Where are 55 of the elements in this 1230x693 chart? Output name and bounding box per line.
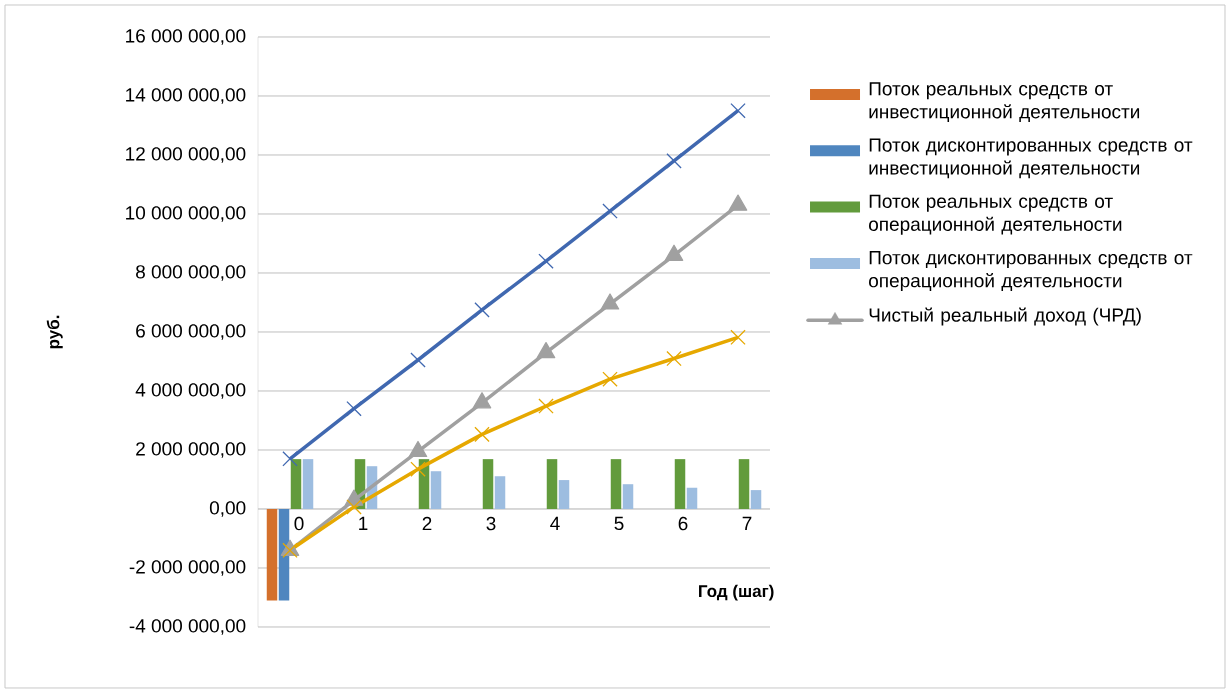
x-tick-label: 0: [294, 516, 304, 531]
bar: [622, 484, 634, 509]
y-axis-title: руб.: [46, 315, 63, 349]
point: [666, 350, 682, 367]
point: [410, 461, 426, 477]
x-axis-title: Год (шаг): [699, 584, 774, 601]
bar: [290, 459, 302, 509]
bar: [430, 471, 442, 509]
y-tick-label: 8 000 000,00: [136, 265, 246, 281]
y-tick-label: -2 000 000,00: [129, 560, 246, 576]
bar: [482, 459, 494, 509]
bar: [494, 476, 506, 509]
point: [410, 352, 426, 368]
bar: [302, 459, 314, 509]
bar: [738, 459, 750, 509]
y-tick-label: 2 000 000,00: [136, 442, 246, 458]
bar: [610, 459, 622, 509]
y-tick-label: 6 000 000,00: [136, 324, 246, 340]
x-tick-label: 4: [550, 516, 560, 530]
point: [474, 426, 490, 443]
point: [474, 302, 490, 318]
point: [346, 499, 362, 515]
point: [602, 371, 618, 387]
legend-label: Поток дисконтированных средств от операционной деятельности: [869, 251, 1193, 292]
bar: [558, 480, 570, 509]
bar: [546, 459, 558, 509]
x-tick-label: 6: [678, 516, 688, 531]
point: [538, 398, 554, 414]
y-tick-label: 0,00: [209, 501, 246, 517]
bar: [750, 490, 762, 509]
y-tick-label: 12 000 000,00: [126, 147, 246, 163]
legend-label: Поток реальных средств от операционной деятельности: [869, 194, 1122, 235]
x-tick-label: 5: [614, 516, 624, 531]
bar: [266, 508, 278, 601]
y-tick-label: 4 000 000,00: [135, 383, 246, 399]
x-tick-label: 2: [422, 516, 432, 531]
legend-label: Поток дисконтированных средств от инвестиционной деятельности: [869, 138, 1193, 179]
legend-label: Поток реальных средств от инвестиционной деятельности: [869, 82, 1140, 123]
y-tick-label: -4 000 000,00: [129, 619, 246, 635]
x-tick-label: 1: [359, 516, 368, 530]
point: [538, 253, 554, 269]
x-tick-label: 3: [486, 516, 496, 531]
x-tick-label: 7: [742, 516, 752, 530]
bar: [674, 459, 686, 509]
y-tick-label: 16 000 000,00: [126, 29, 246, 45]
y-tick-label: 10 000 000,00: [126, 206, 246, 222]
point: [730, 103, 746, 119]
point: [602, 203, 618, 219]
point: [666, 153, 682, 169]
point: [346, 400, 362, 417]
point: [282, 451, 298, 467]
legend-label: Чистый реальный доход (ЧРД): [869, 307, 1141, 326]
y-tick-label: 14 000 000,00: [126, 88, 246, 104]
bar: [686, 487, 698, 509]
point: [730, 329, 746, 346]
